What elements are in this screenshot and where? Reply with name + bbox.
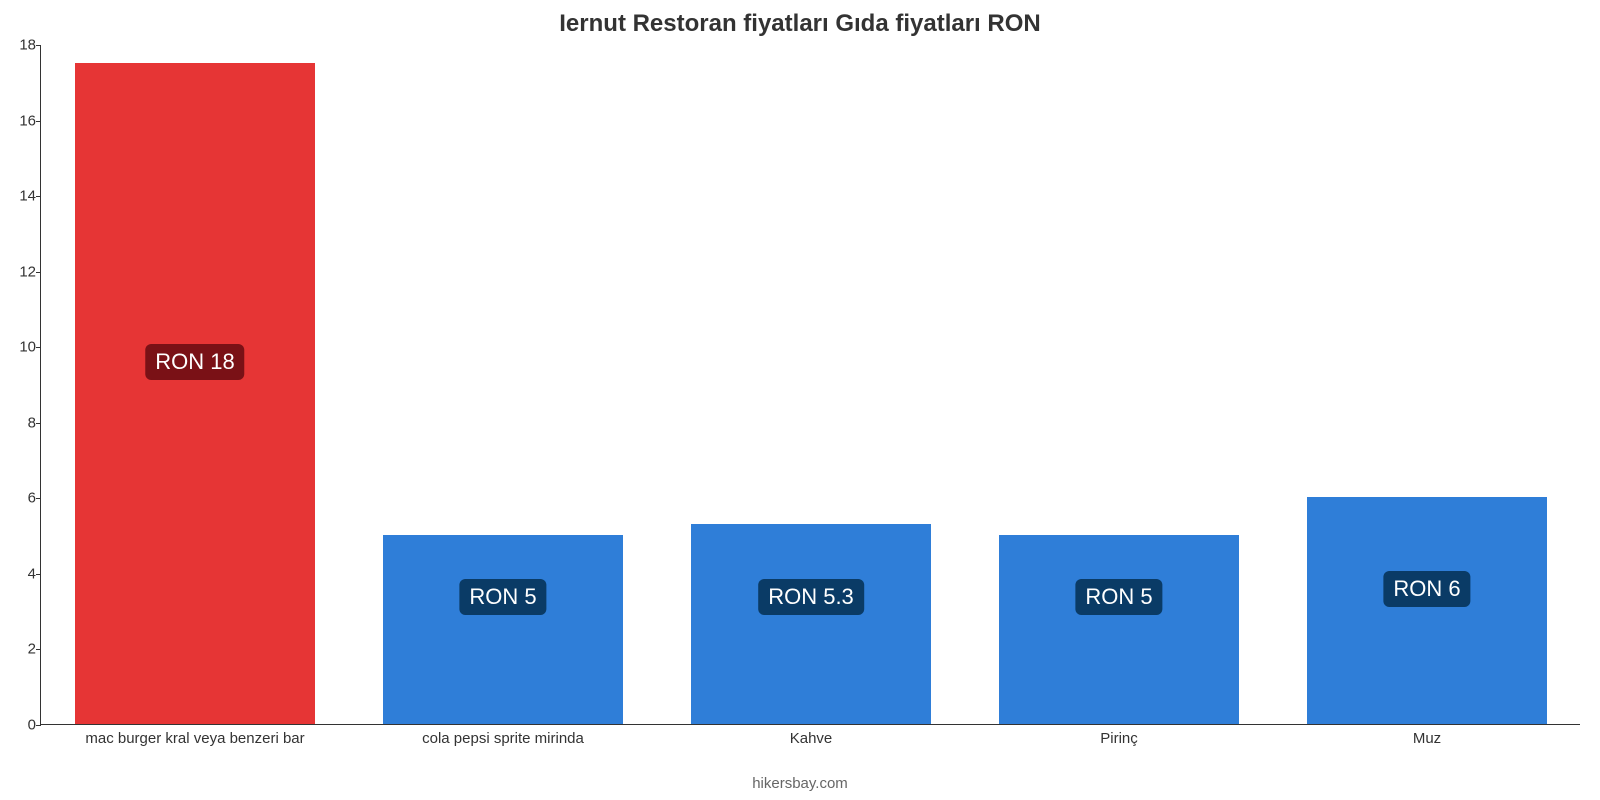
x-category-label: mac burger kral veya benzeri bar [85, 730, 304, 747]
y-tick-mark [36, 423, 41, 424]
bar-value-label: RON 6 [1383, 571, 1470, 607]
bar [75, 63, 315, 724]
bar-value-label: RON 5 [459, 579, 546, 615]
y-tick-mark [36, 574, 41, 575]
y-tick-label: 2 [6, 641, 36, 658]
y-tick-label: 8 [6, 414, 36, 431]
bar [1307, 497, 1547, 724]
bar-value-label: RON 18 [145, 344, 244, 380]
bar [691, 524, 931, 724]
y-tick-label: 12 [6, 263, 36, 280]
chart-container: Iernut Restoran fiyatları Gıda fiyatları… [0, 0, 1600, 800]
y-tick-label: 14 [6, 188, 36, 205]
y-tick-mark [36, 45, 41, 46]
y-tick-label: 16 [6, 112, 36, 129]
y-tick-mark [36, 498, 41, 499]
y-tick-label: 4 [6, 565, 36, 582]
y-tick-mark [36, 725, 41, 726]
x-category-label: Muz [1413, 730, 1441, 747]
chart-footer: hikersbay.com [0, 775, 1600, 792]
x-category-label: cola pepsi sprite mirinda [422, 730, 584, 747]
x-category-label: Pirinç [1100, 730, 1138, 747]
bar-value-label: RON 5 [1075, 579, 1162, 615]
y-tick-label: 10 [6, 339, 36, 356]
bar [999, 535, 1239, 724]
x-category-label: Kahve [790, 730, 833, 747]
y-tick-mark [36, 196, 41, 197]
y-tick-mark [36, 121, 41, 122]
bars-layer: RON 18 RON 5 RON 5.3 RON 5 RON 6 [41, 45, 1580, 724]
bar [383, 535, 623, 724]
y-tick-label: 0 [6, 717, 36, 734]
y-tick-mark [36, 347, 41, 348]
y-tick-mark [36, 649, 41, 650]
y-tick-label: 6 [6, 490, 36, 507]
chart-title: Iernut Restoran fiyatları Gıda fiyatları… [0, 10, 1600, 38]
plot-area: RON 18RON 5RON 5.3RON 5RON 6 02468101214… [40, 45, 1580, 725]
y-tick-label: 18 [6, 37, 36, 54]
bar-value-label: RON 5.3 [758, 579, 864, 615]
y-tick-mark [36, 272, 41, 273]
